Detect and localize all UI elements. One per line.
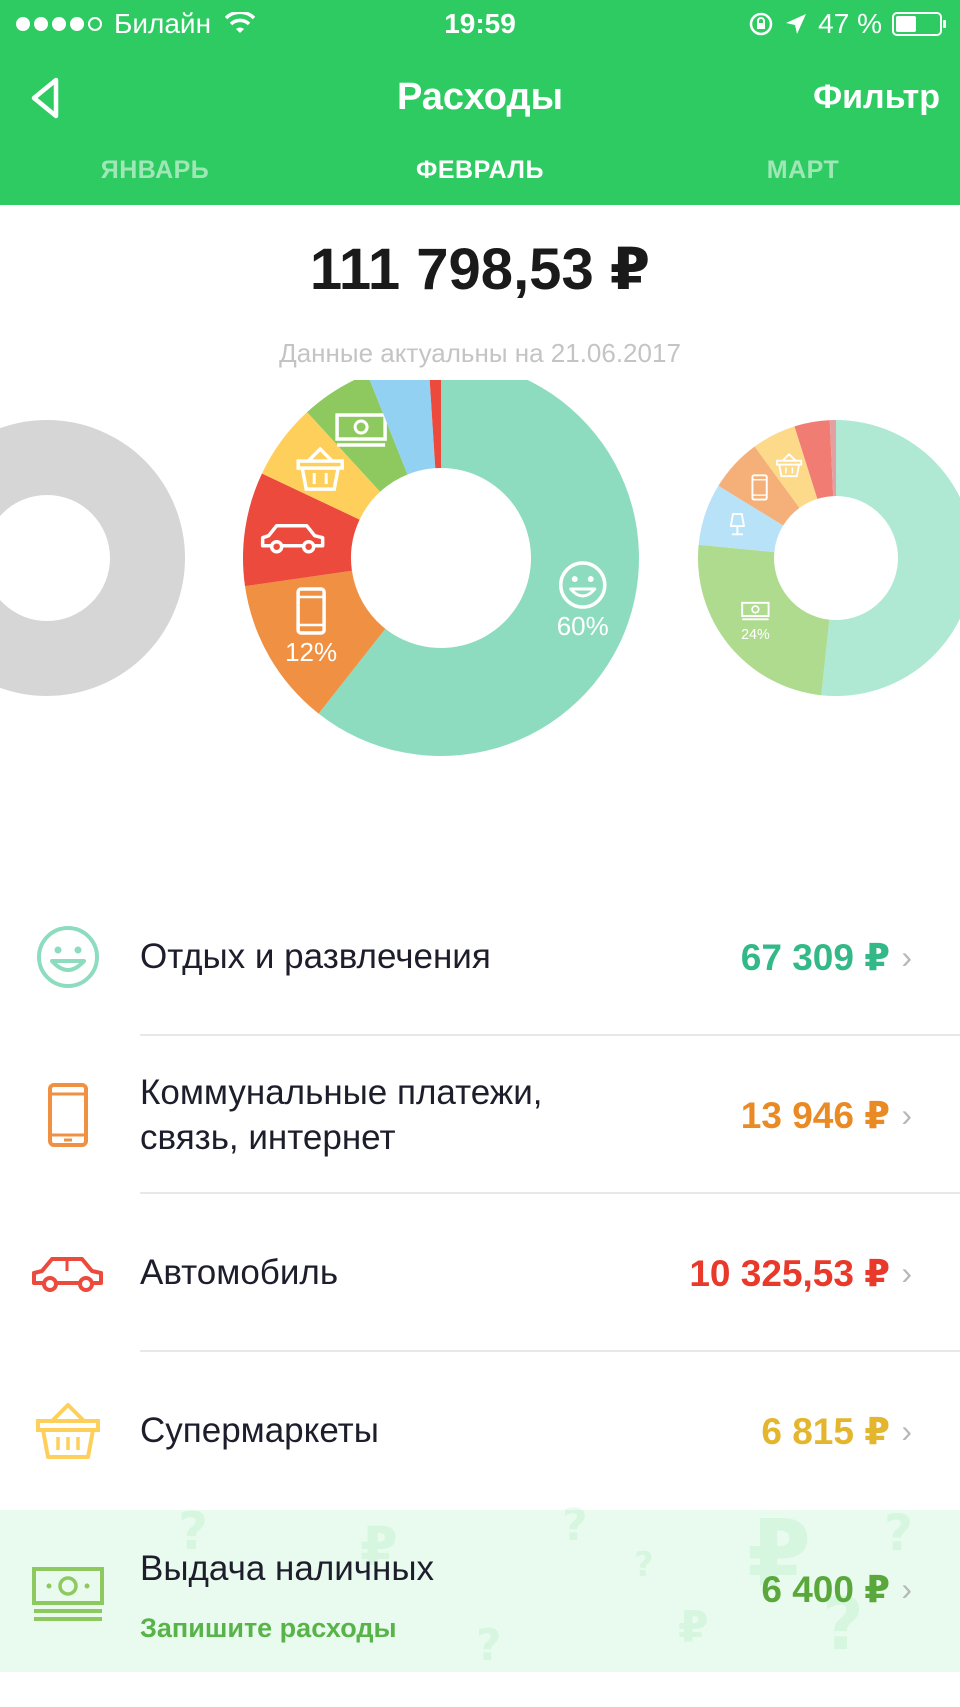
location-arrow-icon — [786, 14, 807, 34]
phone-icon — [48, 1083, 88, 1147]
pie-slice[interactable] — [0, 420, 185, 696]
battery-percent: 47 % — [818, 8, 882, 39]
data-actual-note: Данные актуальны на 21.06.2017 — [279, 338, 681, 368]
cash-icon — [741, 601, 770, 621]
pie-slice[interactable] — [367, 380, 436, 475]
divider — [140, 1192, 960, 1194]
category-row-supermarkets[interactable]: Супермаркеты 6 815 ₽ › — [0, 1352, 960, 1510]
donut-chart-prev[interactable] — [0, 420, 185, 696]
pie-slice[interactable] — [307, 380, 408, 492]
status-bar: Билайн 19:59 47 % — [0, 0, 960, 48]
phone-icon — [751, 474, 768, 501]
category-row-entertainment[interactable]: Отдых и развлечения 67 309 ₽ › — [0, 878, 960, 1036]
pie-slice[interactable] — [243, 473, 360, 587]
chevron-right-icon: › — [901, 1570, 912, 1607]
smile-icon — [37, 926, 99, 988]
category-name: Отдых и развлечения — [140, 937, 491, 977]
month-tabs: ЯНВАРЬ ФЕВРАЛЬ МАРТ — [0, 156, 960, 192]
car-icon — [32, 1257, 103, 1292]
signal-strength-icon — [16, 17, 102, 31]
wifi-icon — [225, 12, 256, 33]
battery-icon — [892, 12, 946, 36]
category-row-cash[interactable]: ? ₽ ? ? ₽ ? ₽ ? ? Выдача наличных Запиши… — [0, 1500, 960, 1672]
orientation-lock-icon — [749, 12, 773, 36]
expense-donut-charts: 60% 12% 24% — [0, 380, 960, 756]
category-amount: 6 815 ₽ — [761, 1410, 890, 1452]
donut-chart-next[interactable]: 24% — [698, 420, 960, 696]
status-right: 47 % — [748, 8, 946, 40]
basket-icon — [296, 446, 344, 491]
pie-slice[interactable] — [821, 420, 960, 696]
record-expenses-link[interactable]: Запишите расходы — [140, 1613, 397, 1643]
pie-slice[interactable] — [318, 380, 639, 756]
tab-march[interactable]: МАРТ — [766, 156, 840, 184]
pie-slice[interactable] — [794, 420, 834, 499]
category-list: Отдых и развлечения 67 309 ₽ › Коммуналь… — [0, 878, 960, 1672]
tab-january[interactable]: ЯНВАРЬ — [100, 156, 210, 184]
category-name: Коммунальные платежи, связь, интернет — [140, 1072, 543, 1158]
category-amount: 10 325,53 ₽ — [689, 1252, 890, 1294]
smile-icon — [559, 561, 607, 609]
category-amount: 67 309 ₽ — [740, 936, 890, 978]
category-row-utilities[interactable]: Коммунальные платежи, связь, интернет 13… — [0, 1036, 960, 1194]
category-amount: 6 400 ₽ — [761, 1568, 890, 1610]
total-amount: 111 798,53 ₽ — [309, 237, 651, 302]
clock: 19:59 — [444, 8, 516, 39]
header-bar: Билайн 19:59 47 % Расходы Фи — [0, 0, 960, 205]
page-title: Расходы — [396, 76, 564, 118]
category-name: Автомобиль — [140, 1253, 339, 1293]
pie-slice[interactable] — [428, 380, 441, 469]
category-name: Выдача наличных — [140, 1549, 435, 1588]
category-amount: 13 946 ₽ — [740, 1094, 890, 1136]
slice-percent-label: 12% — [285, 637, 337, 667]
chevron-right-icon: › — [901, 938, 912, 975]
chevron-right-icon: › — [901, 1254, 912, 1291]
signal-carrier: Билайн — [16, 8, 256, 40]
slice-percent-label: 60% — [557, 611, 609, 641]
pie-slice[interactable] — [698, 485, 784, 553]
back-button[interactable] — [28, 76, 68, 120]
tab-february[interactable]: ФЕВРАЛЬ — [416, 156, 544, 184]
basket-icon — [36, 1403, 100, 1459]
divider — [140, 1350, 960, 1352]
pie-slice[interactable] — [829, 420, 836, 497]
category-name: Супермаркеты — [140, 1411, 379, 1451]
chevron-right-icon: › — [901, 1412, 912, 1449]
pie-slice[interactable] — [718, 446, 800, 526]
pie-slice[interactable] — [245, 570, 386, 714]
cash-icon — [32, 1567, 104, 1621]
basket-icon — [776, 452, 803, 478]
cash-icon — [335, 413, 387, 447]
divider — [140, 1034, 960, 1036]
car-icon — [260, 523, 325, 554]
chevron-right-icon: › — [901, 1096, 912, 1133]
filter-button[interactable]: Фильтр — [813, 78, 940, 116]
category-row-auto[interactable]: Автомобиль 10 325,53 ₽ › — [0, 1194, 960, 1352]
donut-chart-current[interactable]: 60% 12% — [243, 380, 639, 756]
phone-icon — [296, 587, 326, 635]
carrier-name: Билайн — [114, 8, 212, 39]
slice-percent-label: 24% — [741, 627, 770, 643]
pie-slice[interactable] — [754, 426, 818, 508]
pie-slice[interactable] — [261, 412, 381, 520]
lamp-icon — [729, 513, 745, 536]
